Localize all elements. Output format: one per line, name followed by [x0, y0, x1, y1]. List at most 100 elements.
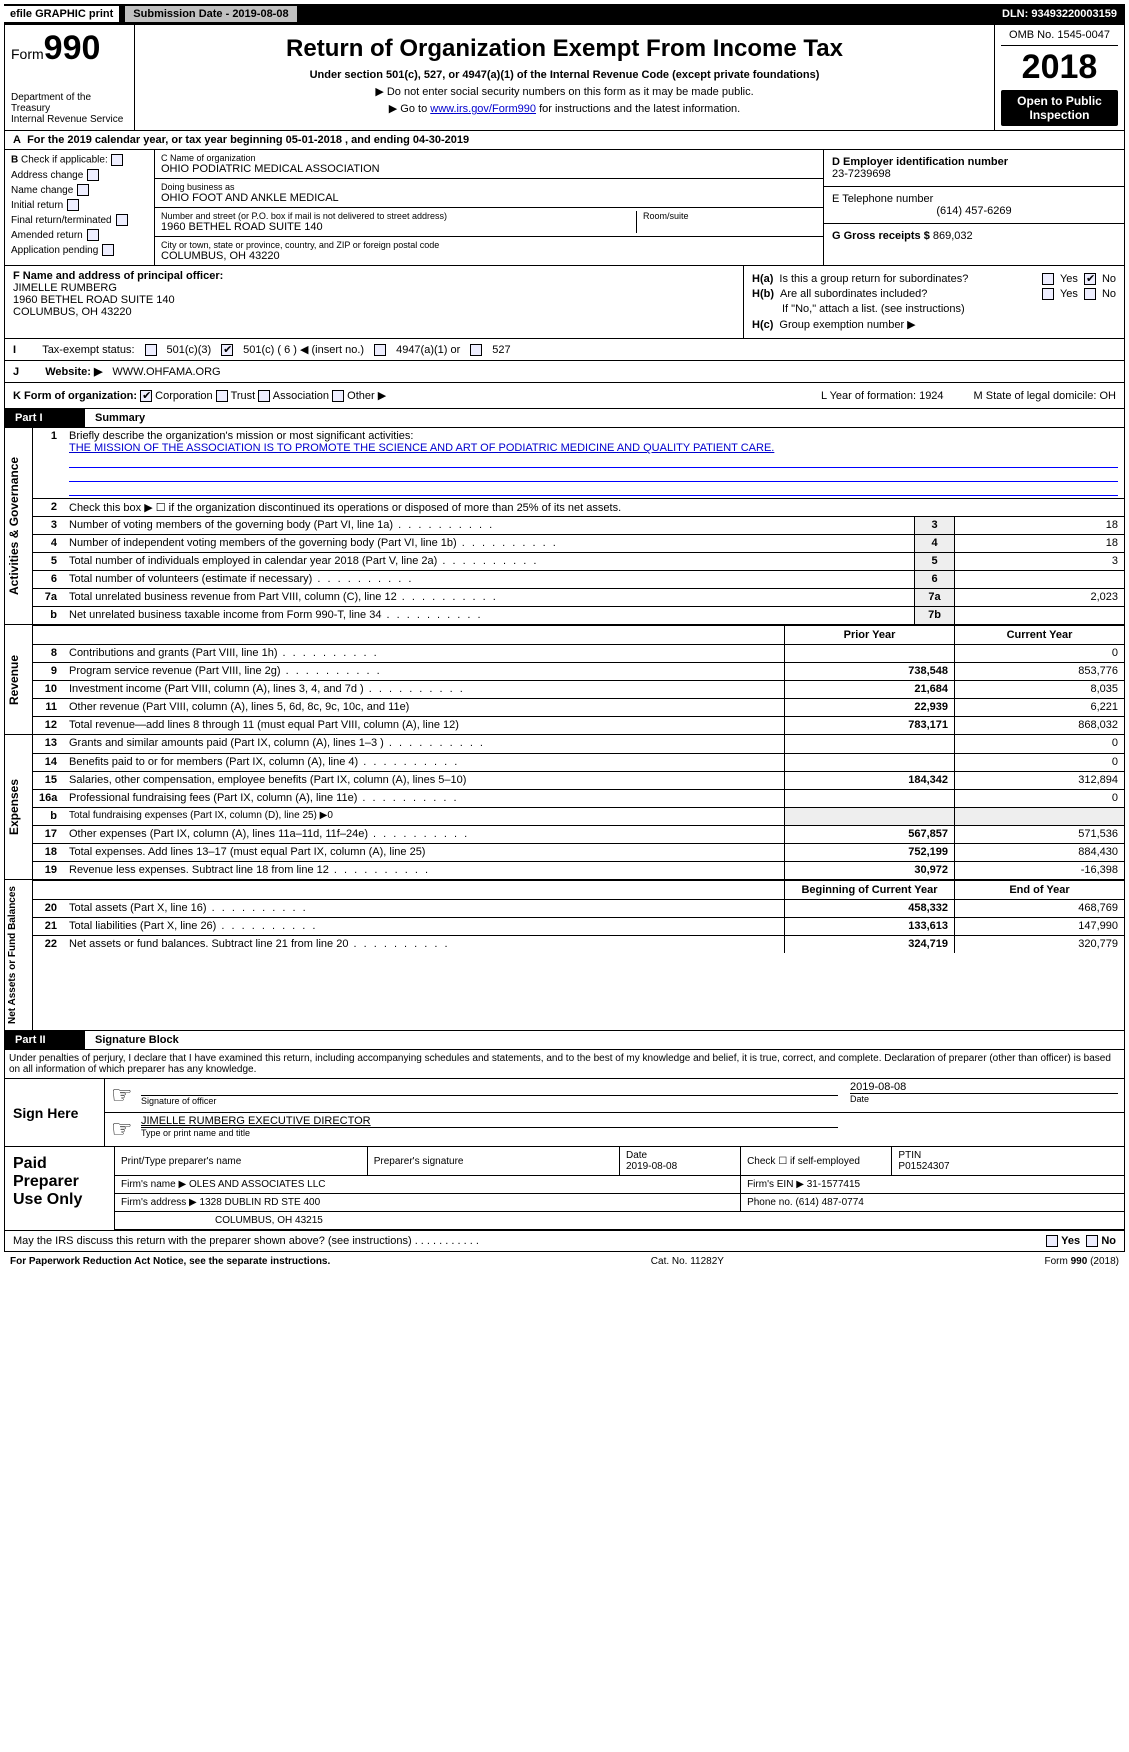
self-emp-hdr: Check ☐ if self-employed: [747, 1156, 860, 1167]
p20: 458,332: [784, 900, 954, 917]
l11: Other revenue (Part VIII, column (A), li…: [63, 699, 784, 716]
discuss-text: May the IRS discuss this return with the…: [13, 1235, 412, 1247]
dln-label: DLN: 93493220003159: [994, 6, 1125, 22]
sidebar-activities: Activities & Governance: [5, 428, 33, 624]
hb-yes-checkbox[interactable]: [1042, 288, 1054, 300]
p11: 22,939: [784, 699, 954, 716]
officer-addr1: 1960 BETHEL ROAD SUITE 140: [13, 294, 735, 306]
ha-yes-checkbox[interactable]: [1042, 273, 1054, 285]
note2-post: for instructions and the latest informat…: [536, 103, 740, 115]
opt-501c: 501(c) ( 6 ) ◀ (insert no.): [243, 343, 364, 356]
opt-4947: 4947(a)(1) or: [396, 344, 460, 356]
checkbox-name[interactable]: [77, 184, 89, 196]
f-label: F Name and address of principal officer:: [13, 270, 735, 282]
part-i-header: Part I Summary: [4, 409, 1125, 428]
sidebar-net-assets: Net Assets or Fund Balances: [5, 880, 33, 1030]
other-checkbox[interactable]: [332, 390, 344, 402]
part-ii-header: Part II Signature Block: [4, 1031, 1125, 1050]
p15: 184,342: [784, 772, 954, 789]
chk-name-change: Name change: [11, 185, 73, 196]
note2-pre: ▶ Go to: [389, 103, 430, 115]
c-name-label: C Name of organization: [161, 153, 817, 163]
opt-trust: Trust: [231, 390, 256, 402]
assoc-checkbox[interactable]: [258, 390, 270, 402]
ha-no-checkbox[interactable]: [1084, 273, 1096, 285]
street-label: Number and street (or P.O. box if mail i…: [161, 211, 630, 221]
city-value: COLUMBUS, OH 43220: [161, 250, 817, 262]
p22: 324,719: [784, 936, 954, 953]
p16a: [784, 790, 954, 807]
firm-name: OLES AND ASSOCIATES LLC: [189, 1179, 326, 1190]
mission-text[interactable]: THE MISSION OF THE ASSOCIATION IS TO PRO…: [69, 442, 774, 454]
prep-date: 2019-08-08: [626, 1161, 677, 1172]
501c-checkbox[interactable]: [221, 344, 233, 356]
c11: 6,221: [954, 699, 1124, 716]
form990-link[interactable]: www.irs.gov/Form990: [430, 103, 536, 115]
discuss-no: No: [1101, 1235, 1116, 1247]
tax-year-begin: For the 2019 calendar year, or tax year …: [27, 134, 342, 146]
checkbox-address[interactable]: [87, 169, 99, 181]
trust-checkbox[interactable]: [216, 390, 228, 402]
checkbox-amended[interactable]: [87, 229, 99, 241]
form-subtitle: Under section 501(c), 527, or 4947(a)(1)…: [141, 69, 988, 81]
corp-checkbox[interactable]: [140, 390, 152, 402]
sidebar-revenue: Revenue: [5, 625, 33, 734]
c13: 0: [954, 735, 1124, 753]
boy-hdr: Beginning of Current Year: [784, 881, 954, 899]
c14: 0: [954, 754, 1124, 771]
checkbox-initial[interactable]: [67, 199, 79, 211]
tax-year-end: , and ending 04-30-2019: [345, 134, 469, 146]
section-i: I Tax-exempt status: 501(c)(3) 501(c) ( …: [4, 339, 1125, 361]
discuss-yes: Yes: [1061, 1235, 1080, 1247]
sign-date: 2019-08-08: [850, 1081, 1118, 1093]
checkbox-pending[interactable]: [102, 244, 114, 256]
v7a: 2,023: [954, 589, 1124, 606]
section-c: C Name of organization OHIO PODIATRIC ME…: [155, 150, 824, 265]
firm-label: Firm's name ▶: [121, 1179, 186, 1190]
dept-treasury: Department of the Treasury Internal Reve…: [11, 92, 128, 125]
street-value: 1960 BETHEL ROAD SUITE 140: [161, 221, 630, 233]
sig-officer-label: Signature of officer: [141, 1095, 838, 1106]
hb-no-checkbox[interactable]: [1084, 288, 1096, 300]
prior-year-hdr: Prior Year: [784, 626, 954, 644]
discuss-no-checkbox[interactable]: [1086, 1235, 1098, 1247]
p21: 133,613: [784, 918, 954, 935]
hb-note: If "No," attach a list. (see instruction…: [782, 303, 965, 315]
c8: 0: [954, 645, 1124, 662]
line4: Number of independent voting members of …: [63, 535, 914, 552]
l21: Total liabilities (Part X, line 26): [63, 918, 784, 935]
4947-checkbox[interactable]: [374, 344, 386, 356]
paid-label: Paid Preparer Use Only: [5, 1147, 115, 1230]
501c3-checkbox[interactable]: [145, 344, 157, 356]
expenses-section: Expenses 13Grants and similar amounts pa…: [4, 735, 1125, 880]
discuss-yes-checkbox[interactable]: [1046, 1235, 1058, 1247]
checkbox-applicable[interactable]: [111, 154, 123, 166]
chk-amended: Amended return: [11, 230, 83, 241]
l18: Total expenses. Add lines 13–17 (must eq…: [63, 844, 784, 861]
l19: Revenue less expenses. Subtract line 18 …: [63, 862, 784, 879]
part-i-title: Summary: [85, 409, 155, 427]
line7b: Net unrelated business taxable income fr…: [63, 607, 914, 624]
line5: Total number of individuals employed in …: [63, 553, 914, 570]
p9: 738,548: [784, 663, 954, 680]
firm-addr1: 1328 DUBLIN RD STE 400: [200, 1197, 321, 1208]
v7b: [954, 607, 1124, 624]
sign-here-label: Sign Here: [5, 1079, 105, 1146]
checkbox-final[interactable]: [116, 214, 128, 226]
firm-ein: 31-1577415: [807, 1179, 860, 1190]
form-title: Return of Organization Exempt From Incom…: [141, 35, 988, 63]
sign-here-block: Sign Here ☞ Signature of officer 2019-08…: [4, 1079, 1125, 1147]
line2: Check this box ▶ ☐ if the organization d…: [63, 499, 1124, 516]
year-formation: L Year of formation: 1924: [821, 390, 944, 402]
part-ii-num: Part II: [5, 1031, 85, 1049]
submission-date: Submission Date - 2019-08-08: [125, 6, 296, 22]
net-assets-section: Net Assets or Fund Balances Beginning of…: [4, 880, 1125, 1031]
527-checkbox[interactable]: [470, 344, 482, 356]
l17: Other expenses (Part IX, column (A), lin…: [63, 826, 784, 843]
website-label: Website: ▶: [45, 365, 102, 378]
l15: Salaries, other compensation, employee b…: [63, 772, 784, 789]
c20: 468,769: [954, 900, 1124, 917]
line3: Number of voting members of the governin…: [63, 517, 914, 534]
section-fh: F Name and address of principal officer:…: [4, 266, 1125, 339]
hb-no: No: [1102, 288, 1116, 300]
